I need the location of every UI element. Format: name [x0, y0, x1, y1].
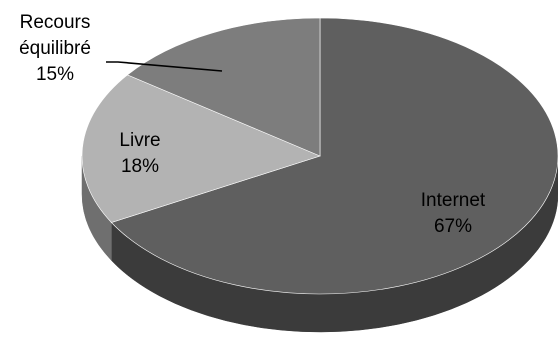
- pie-labels: Internet 67% Livre 18% Recours équilibré 15%: [19, 12, 486, 237]
- data-label-livre: Livre 18%: [119, 130, 160, 177]
- data-label-name: Recours: [20, 12, 91, 33]
- data-label-name: Internet: [421, 190, 486, 211]
- pie-slice-internet: [110, 17, 558, 295]
- data-label-value: 67%: [434, 216, 472, 237]
- leader-line-recours-equilibre: [106, 61, 223, 72]
- data-label-value: 15%: [36, 64, 74, 85]
- data-label-name: Livre: [119, 130, 160, 151]
- data-label-value: 18%: [121, 156, 159, 177]
- data-label-internet: Internet 67%: [421, 190, 486, 237]
- pie-slice-recours-equilibre: [126, 17, 321, 157]
- pie-slice-livre: [81, 74, 321, 223]
- data-label-recours-equilibre: Recours équilibré 15%: [19, 12, 91, 85]
- data-label-name: équilibré: [19, 38, 91, 59]
- pie-slices: [81, 17, 558, 295]
